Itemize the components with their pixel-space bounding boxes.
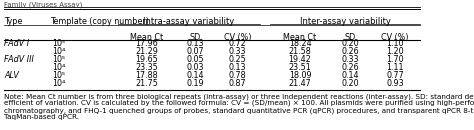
Text: 0.13: 0.13 — [229, 63, 246, 73]
Text: 23.51: 23.51 — [289, 63, 311, 73]
Text: 0.03: 0.03 — [186, 63, 204, 73]
Text: 18.24: 18.24 — [289, 40, 311, 48]
Text: Inter-assay variability: Inter-assay variability — [300, 17, 391, 26]
Text: 17.96: 17.96 — [135, 40, 158, 48]
Text: 0.33: 0.33 — [341, 56, 359, 64]
Text: 21.47: 21.47 — [289, 80, 311, 89]
Text: 10⁵: 10⁵ — [52, 72, 65, 80]
Text: 21.29: 21.29 — [135, 47, 158, 57]
Text: SD: SD — [345, 33, 356, 42]
Text: 10⁴: 10⁴ — [52, 80, 65, 89]
Text: Type: Type — [4, 17, 22, 26]
Text: 0.07: 0.07 — [186, 47, 204, 57]
Text: CV (%): CV (%) — [224, 33, 251, 42]
Text: 0.33: 0.33 — [229, 47, 246, 57]
Text: ALV: ALV — [4, 72, 19, 80]
Text: 19.65: 19.65 — [135, 56, 158, 64]
Text: 18.09: 18.09 — [289, 72, 311, 80]
Text: 23.35: 23.35 — [135, 63, 158, 73]
Text: TaqMan-based qPCR.: TaqMan-based qPCR. — [4, 114, 79, 120]
Text: CV (%): CV (%) — [381, 33, 409, 42]
Text: 1.11: 1.11 — [386, 63, 404, 73]
Text: 0.77: 0.77 — [386, 72, 404, 80]
Text: 1.20: 1.20 — [386, 47, 404, 57]
Text: 0.05: 0.05 — [186, 56, 204, 64]
Text: 10⁴: 10⁴ — [52, 63, 65, 73]
Text: 0.26: 0.26 — [341, 63, 359, 73]
Text: 0.87: 0.87 — [228, 80, 246, 89]
Text: chromatography, and FHQ-1 quenched groups of probes, standard quantitative PCR (: chromatography, and FHQ-1 quenched group… — [4, 107, 474, 113]
Text: 10⁵: 10⁵ — [52, 56, 65, 64]
Text: 21.75: 21.75 — [135, 80, 158, 89]
Text: 0.14: 0.14 — [341, 72, 359, 80]
Text: 0.20: 0.20 — [341, 80, 359, 89]
Text: 0.26: 0.26 — [341, 47, 359, 57]
Text: Note: Mean Ct number is from three biological repeats (intra-assay) or three ind: Note: Mean Ct number is from three biolo… — [4, 93, 474, 99]
Text: FAdV I: FAdV I — [4, 40, 29, 48]
Text: 0.19: 0.19 — [186, 80, 204, 89]
Text: 1.70: 1.70 — [386, 56, 404, 64]
Text: 0.20: 0.20 — [341, 40, 359, 48]
Text: FAdV III: FAdV III — [4, 56, 34, 64]
Text: 0.93: 0.93 — [386, 80, 404, 89]
Text: 10⁴: 10⁴ — [52, 47, 65, 57]
Text: 0.25: 0.25 — [228, 56, 246, 64]
Text: 0.14: 0.14 — [186, 72, 204, 80]
Text: 0.78: 0.78 — [228, 72, 246, 80]
Text: SD: SD — [190, 33, 201, 42]
Text: 1.10: 1.10 — [386, 40, 404, 48]
Text: 21.58: 21.58 — [289, 47, 311, 57]
Text: Template (copy number): Template (copy number) — [50, 17, 149, 26]
Text: efficient of variation. CV is calculated by the followed formula: CV = (SD/mean): efficient of variation. CV is calculated… — [4, 100, 474, 106]
Text: 0.72: 0.72 — [228, 40, 246, 48]
Text: 0.13: 0.13 — [186, 40, 204, 48]
Text: Mean Ct: Mean Ct — [130, 33, 163, 42]
Text: 10⁵: 10⁵ — [52, 40, 65, 48]
Text: 19.42: 19.42 — [289, 56, 311, 64]
Text: Intra-assay variability: Intra-assay variability — [143, 17, 235, 26]
Text: 17.88: 17.88 — [135, 72, 158, 80]
Text: Mean Ct: Mean Ct — [283, 33, 317, 42]
Text: Family (Viruses Assay): Family (Viruses Assay) — [4, 2, 82, 8]
